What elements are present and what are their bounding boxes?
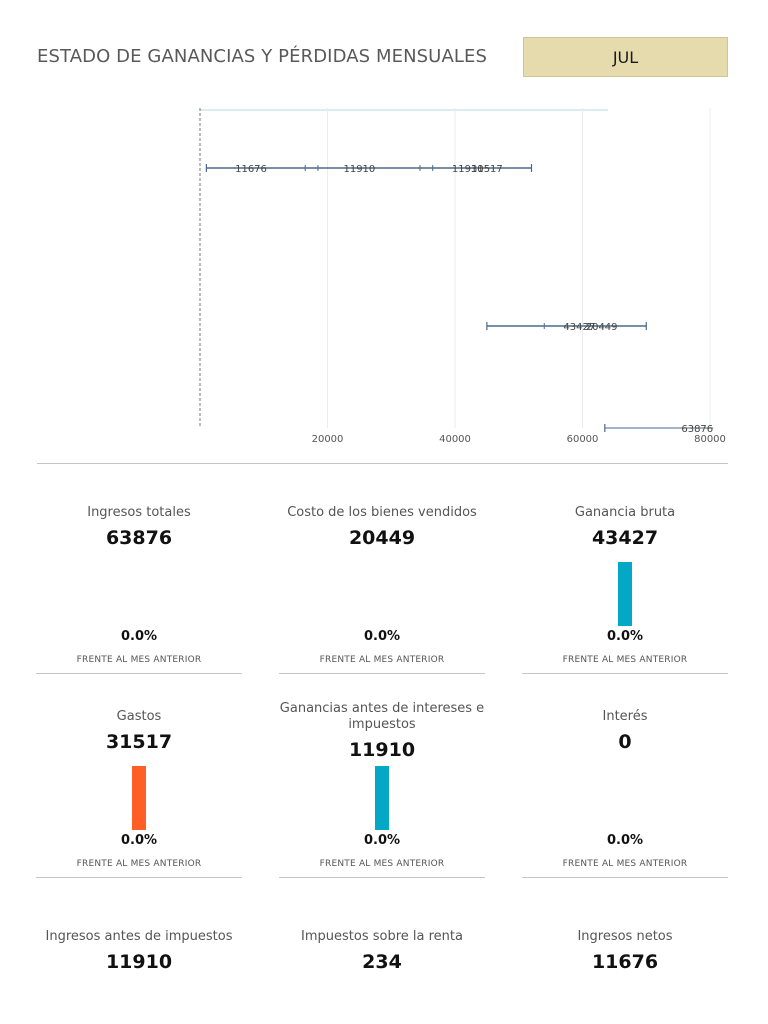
kpi-card-gastos: Gastos 31517 0.0% FRENTE AL MES ANTERIOR [36, 709, 242, 878]
kpi-divider [36, 673, 242, 674]
kpi-value: 11910 [348, 739, 416, 761]
kpi-change-bar [375, 766, 389, 830]
x-tick-label: 40000 [439, 434, 471, 445]
kpi-value: 43427 [591, 527, 659, 549]
kpi-divider [279, 673, 485, 674]
kpi-card-ingresos-totales: Ingresos totales 63876 0.0% FRENTE AL MES A… [36, 505, 242, 674]
data-label: 63876 [681, 424, 713, 435]
kpi-value: 63876 [105, 527, 173, 549]
data-label: 31517 [471, 164, 503, 175]
data-label: 11676 [235, 164, 267, 175]
kpi-label: Gastos [116, 709, 162, 724]
kpi-label: Costo de los bienes vendidos [287, 505, 477, 520]
kpi-change-bar [132, 766, 146, 830]
kpi-divider [36, 877, 242, 878]
kpi-label: Ganancia bruta [574, 505, 676, 520]
kpi-label: Impuestos sobre la renta [301, 929, 463, 944]
data-label: 20449 [586, 322, 618, 333]
month-selector[interactable]: JUL [523, 37, 728, 77]
data-label: 11910 [343, 164, 375, 175]
x-tick-label: 20000 [312, 434, 344, 445]
kpi-comparison-note: FRENTE AL MES ANTERIOR [76, 859, 202, 869]
kpi-card-impuestos-sobre-la-renta: Impuestos sobre la renta 234 [279, 929, 485, 973]
kpi-value: 11910 [105, 951, 173, 973]
kpi-card-costo-de-los-bienes-vendidos: Costo de los bienes vendidos 20449 0.0% FRE… [279, 505, 485, 674]
kpi-label: Interés [602, 709, 648, 724]
kpi-change-percent: 0.0% [363, 629, 401, 644]
kpi-value: 234 [362, 951, 402, 973]
kpi-change-percent: 0.0% [120, 833, 158, 848]
kpi-card-ingresos-antes-de-impuestos: Ingresos antes de impuestos 11910 [36, 929, 242, 973]
kpi-card-interes: Interés 0 0.0% FRENTE AL MES ANTERIOR [522, 709, 728, 878]
kpi-comparison-note: FRENTE AL MES ANTERIOR [76, 655, 202, 665]
kpi-comparison-note: FRENTE AL MES ANTERIOR [562, 859, 688, 869]
kpi-comparison-note: FRENTE AL MES ANTERIOR [319, 655, 445, 665]
kpi-value: 11676 [591, 951, 659, 973]
kpi-label: Ganancias antes de intereses e impuestos [279, 701, 485, 732]
kpi-label: Ingresos netos [577, 929, 673, 944]
x-tick-label: 80000 [694, 434, 726, 445]
chart-divider [37, 463, 728, 464]
kpi-change-percent: 0.0% [606, 629, 644, 644]
kpi-card-ganancia-bruta: Ganancia bruta 43427 0.0% FRENTE AL MES ANT… [522, 505, 728, 674]
kpi-change-percent: 0.0% [363, 833, 401, 848]
kpi-divider [279, 877, 485, 878]
kpi-card-ganancias-antes-de-intereses-e-impuestos: Ganancias antes de intereses e impuestos… [279, 701, 485, 878]
kpi-change-percent: 0.0% [120, 629, 158, 644]
kpi-change-bar [618, 562, 632, 626]
kpi-change-percent: 0.0% [606, 833, 644, 848]
kpi-value: 0 [618, 731, 632, 753]
page-title: ESTADO DE GANANCIAS Y PÉRDIDAS MENSUALES [37, 46, 487, 67]
kpi-divider [522, 673, 728, 674]
kpi-comparison-note: FRENTE AL MES ANTERIOR [319, 859, 445, 869]
kpi-comparison-note: FRENTE AL MES ANTERIOR [562, 655, 688, 665]
kpi-value: 20449 [348, 527, 416, 549]
kpi-card-ingresos-netos: Ingresos netos 11676 [522, 929, 728, 973]
kpi-divider [522, 877, 728, 878]
data-label: 43427 [563, 322, 595, 333]
kpi-label: Ingresos antes de impuestos [45, 929, 233, 944]
data-label: 11910 [452, 164, 484, 175]
x-tick-label: 60000 [567, 434, 599, 445]
kpi-value: 31517 [105, 731, 173, 753]
kpi-label: Ingresos totales [87, 505, 191, 520]
